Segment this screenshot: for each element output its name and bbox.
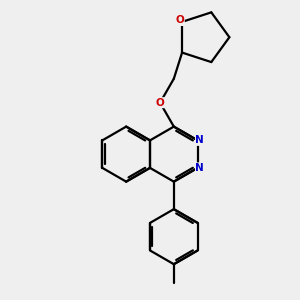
Text: N: N xyxy=(196,135,204,146)
Text: O: O xyxy=(176,16,184,26)
Text: N: N xyxy=(196,163,204,173)
Text: O: O xyxy=(156,98,164,108)
